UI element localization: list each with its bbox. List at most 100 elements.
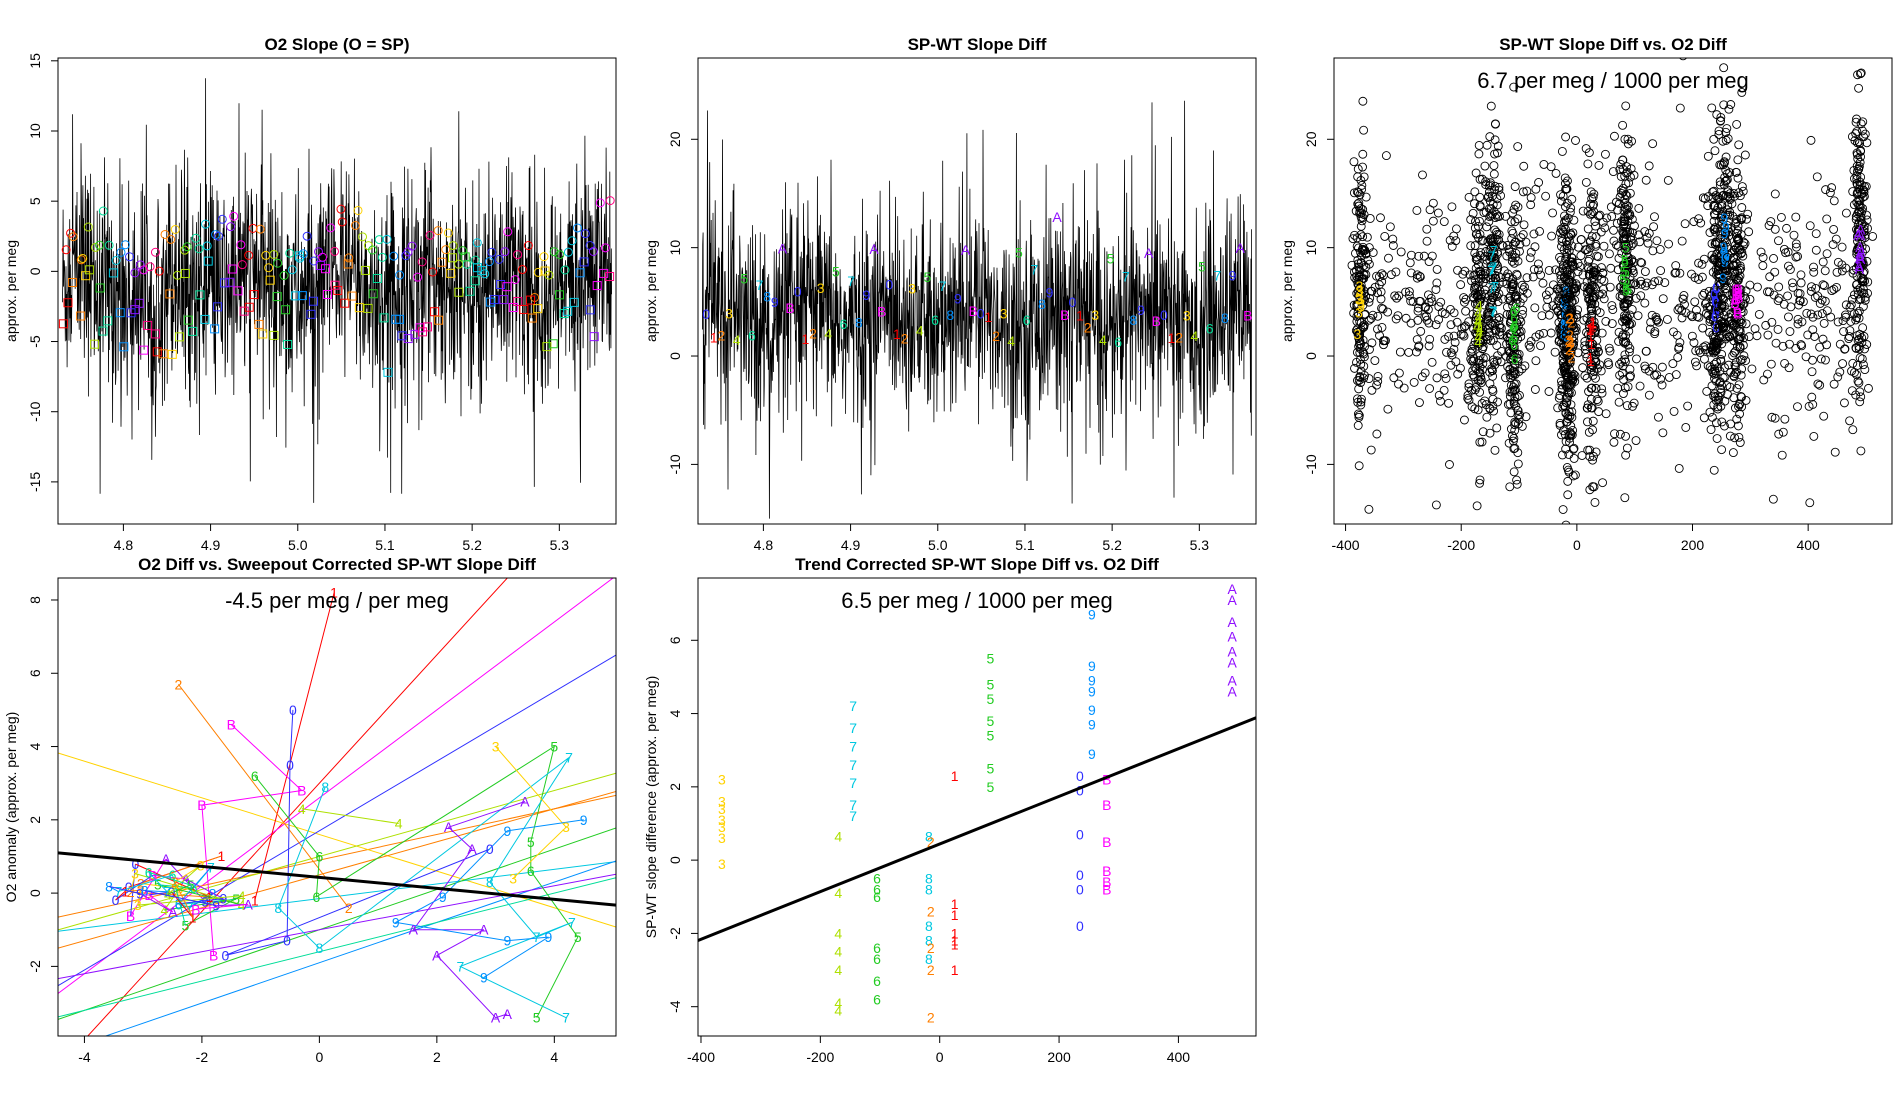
scatter-point xyxy=(1477,437,1487,447)
cluster-label: 2 xyxy=(1566,327,1574,343)
circle-marker xyxy=(407,241,417,251)
point-marker: B xyxy=(197,797,206,813)
point-marker: B xyxy=(297,783,306,799)
square-marker xyxy=(265,275,275,285)
scatter-point xyxy=(1519,161,1529,171)
cluster-label: 5 xyxy=(1624,281,1632,297)
scatter-point xyxy=(1511,327,1521,337)
scatter-point xyxy=(1707,239,1717,249)
scatter-point xyxy=(1615,192,1625,202)
scatter-point xyxy=(1589,263,1599,273)
scatter-point xyxy=(1675,303,1684,313)
scatter-point xyxy=(1498,241,1508,251)
scatter-point xyxy=(1700,345,1710,355)
scatter-point xyxy=(1712,541,1720,549)
scatter-point xyxy=(1418,170,1427,180)
circle-marker xyxy=(116,247,126,257)
scatter-point xyxy=(1830,447,1840,457)
scatter-point xyxy=(1420,312,1430,322)
x-tick-label: 400 xyxy=(1796,537,1820,553)
cluster-label: 5 xyxy=(1622,283,1630,299)
point-marker: 7 xyxy=(849,775,857,791)
scatter-point xyxy=(1710,223,1720,232)
circle-marker xyxy=(213,231,223,241)
scatter-point xyxy=(1608,305,1618,315)
scatter-point xyxy=(1459,322,1469,332)
square-marker xyxy=(283,339,293,349)
scatter-point xyxy=(1848,425,1858,435)
scatter-point xyxy=(1815,342,1825,352)
trajectory-line xyxy=(157,884,242,906)
scatter-point xyxy=(1803,330,1813,340)
scatter-point xyxy=(1710,210,1720,220)
scatter-point xyxy=(1859,132,1869,142)
digit-marker: 3 xyxy=(1183,307,1191,323)
scatter-point xyxy=(1625,372,1635,382)
scatter-point xyxy=(1422,236,1432,246)
x-tick-label: 4.8 xyxy=(114,537,134,553)
scatter-point xyxy=(1514,367,1524,376)
chart-title: O2 Slope (O = SP) xyxy=(264,35,409,54)
scatter-point xyxy=(1593,252,1603,262)
scatter-point xyxy=(1636,279,1646,289)
scatter-point xyxy=(1856,392,1866,402)
scatter-point xyxy=(1864,383,1873,393)
scatter-point xyxy=(1358,149,1368,159)
scatter-point xyxy=(1525,253,1535,263)
scatter-point xyxy=(1585,237,1595,247)
scatter-point xyxy=(1356,378,1366,387)
scatter-point xyxy=(1412,205,1422,215)
cluster-label: B xyxy=(1733,304,1742,320)
scatter-point xyxy=(1683,401,1693,411)
scatter-point xyxy=(1736,249,1746,259)
point-marker: 6 xyxy=(169,867,177,883)
point-marker: 3 xyxy=(718,830,726,846)
scatter-point xyxy=(1352,347,1362,357)
point-marker: A xyxy=(1227,592,1237,608)
scatter-point xyxy=(1686,310,1696,320)
scatter-point xyxy=(1353,409,1363,419)
scatter-point xyxy=(1510,237,1520,247)
point-marker: 9 xyxy=(1088,746,1096,762)
cluster-label: 9 xyxy=(1720,246,1728,262)
scatter-point xyxy=(1728,294,1738,304)
scatter-point xyxy=(1852,279,1862,289)
scatter-point xyxy=(1517,280,1527,290)
scatter-point xyxy=(1475,316,1485,325)
trajectory-line xyxy=(167,865,201,895)
scatter-point xyxy=(1769,254,1778,263)
scatter-point xyxy=(1618,120,1628,130)
square-marker xyxy=(306,309,316,319)
square-marker xyxy=(360,265,370,275)
x-tick-label: 5.3 xyxy=(1190,537,1210,553)
scatter-point xyxy=(1569,215,1579,225)
scatter-point xyxy=(1568,342,1578,351)
scatter-point xyxy=(1508,351,1518,361)
scatter-point xyxy=(1789,230,1799,240)
scatter-point xyxy=(1567,253,1577,263)
scatter-point xyxy=(1707,250,1717,260)
scatter-point xyxy=(1561,361,1571,371)
point-marker: 2 xyxy=(927,834,935,850)
square-marker xyxy=(95,283,105,293)
scatter-point xyxy=(1497,240,1507,250)
scatter-point xyxy=(1569,283,1579,293)
scatter-point xyxy=(1648,139,1658,149)
scatter-point xyxy=(1588,269,1598,279)
scatter-point xyxy=(1381,336,1390,346)
scatter-point xyxy=(1719,242,1729,252)
scatter-point xyxy=(1505,318,1515,328)
scatter-point xyxy=(1491,326,1501,336)
scatter-point xyxy=(1487,252,1497,262)
square-marker xyxy=(213,302,223,312)
scatter-point xyxy=(1511,200,1521,210)
cluster-label: 4 xyxy=(1473,319,1481,335)
scatter-point xyxy=(1562,241,1572,251)
scatter-point xyxy=(1835,339,1845,349)
point-marker: 9 xyxy=(1088,658,1096,674)
scatter-point xyxy=(1591,447,1601,457)
scatter-point xyxy=(1352,301,1362,311)
square-marker xyxy=(585,305,595,315)
scatter-point xyxy=(1560,346,1570,356)
point-marker: 9 xyxy=(201,893,209,909)
